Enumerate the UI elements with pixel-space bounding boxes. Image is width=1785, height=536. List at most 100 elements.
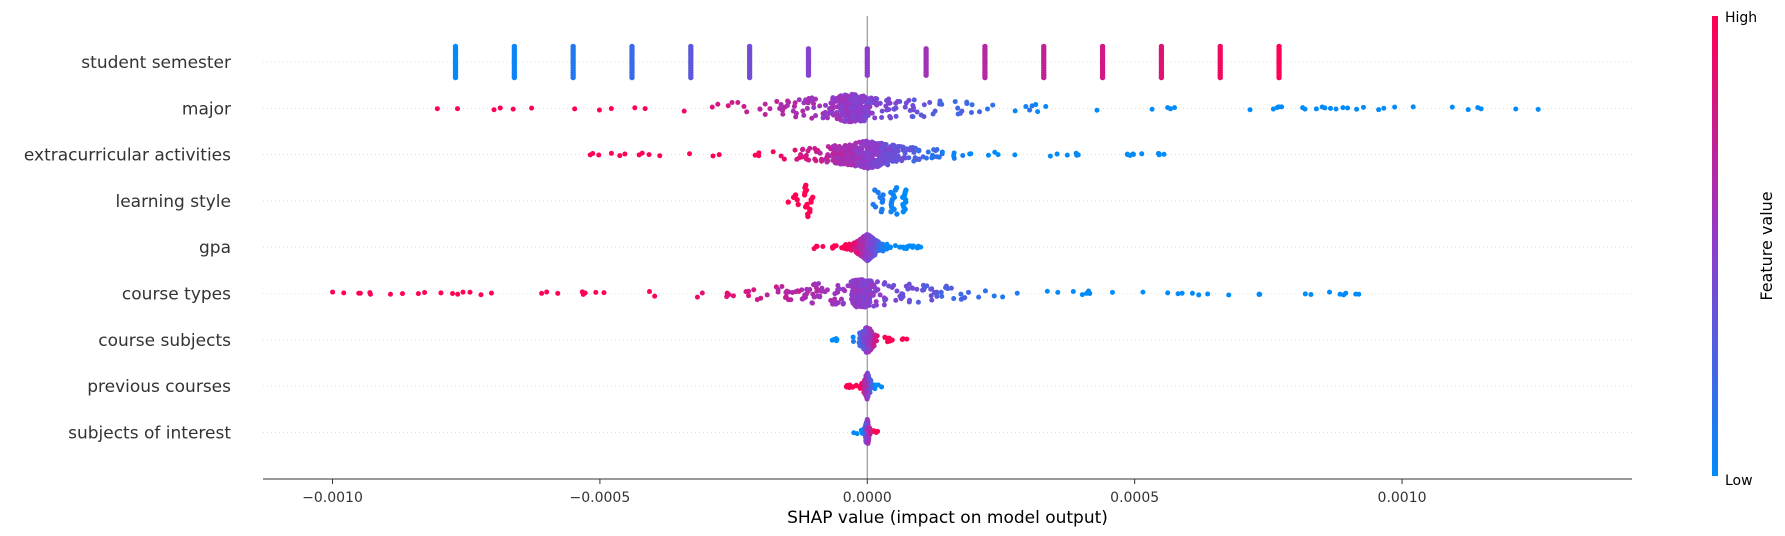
x-tick-label: 0.0010 (1378, 490, 1427, 506)
shap-point (1099, 74, 1106, 81)
shap-point (932, 108, 938, 114)
shap-point (929, 297, 935, 303)
shap-point (1308, 291, 1314, 297)
shap-point (939, 293, 945, 299)
shap-point (555, 290, 561, 296)
shap-point (938, 289, 944, 295)
shap-point (883, 103, 889, 109)
shap-point (934, 146, 940, 152)
feature-label: gpa (199, 238, 231, 258)
shap-point (803, 156, 809, 162)
feature-label: extracurricular activities (24, 146, 231, 166)
shap-point (914, 109, 920, 115)
shap-point (887, 100, 893, 106)
shap-point (781, 156, 787, 162)
shap-point (831, 244, 837, 250)
shap-point (871, 336, 877, 342)
shap-point (800, 146, 806, 152)
shap-point (962, 295, 968, 301)
shap-point (652, 293, 658, 299)
shap-point (1070, 289, 1076, 295)
shap-point (880, 246, 886, 252)
shap-point (894, 288, 900, 294)
shap-point (860, 151, 866, 157)
shap-point (858, 97, 864, 103)
shap-point (820, 115, 826, 121)
shap-point (764, 292, 770, 298)
shap-point (881, 302, 887, 308)
shap-point (801, 192, 808, 198)
shap-point (841, 112, 847, 118)
shap-point (460, 289, 466, 295)
shap-point (1179, 290, 1185, 296)
shap-point (778, 153, 784, 159)
shap-point (911, 97, 917, 103)
shap-point (897, 244, 903, 250)
shap-point (857, 279, 863, 285)
shap-point (793, 114, 799, 120)
shap-point (1465, 107, 1471, 113)
shap-point (758, 295, 764, 301)
shap-point (849, 145, 855, 151)
shap-point (864, 258, 870, 264)
shap-point (746, 293, 752, 299)
shap-point (870, 341, 876, 347)
shap-point (863, 282, 869, 288)
shap-point (836, 286, 842, 292)
shap-point (860, 384, 866, 390)
shap-point (762, 112, 768, 118)
shap-point (861, 335, 867, 341)
shap-point (906, 299, 912, 305)
shap-point (810, 291, 816, 297)
shap-point (872, 285, 878, 291)
shap-point (729, 100, 735, 106)
shap-point (452, 74, 459, 81)
shap-point (820, 244, 826, 250)
shap-point (854, 250, 860, 256)
shap-point (910, 114, 916, 120)
shap-point (752, 152, 758, 158)
shap-point (869, 148, 875, 154)
shap-point (1130, 151, 1136, 157)
shap-point (857, 103, 863, 109)
shap-point (1360, 104, 1366, 110)
shap-point (857, 238, 863, 244)
shap-point (1047, 153, 1053, 159)
shap-point (596, 152, 602, 158)
shap-point (859, 331, 865, 337)
shap-point (422, 289, 428, 295)
shap-point (785, 289, 791, 295)
shap-point (757, 106, 763, 112)
shap-point (870, 292, 876, 298)
shap-point (848, 119, 854, 125)
shap-point (570, 74, 576, 81)
shap-point (864, 139, 870, 145)
shap-point (867, 278, 873, 284)
shap-point (746, 288, 752, 294)
shap-point (798, 152, 804, 158)
shap-point (864, 341, 870, 347)
shap-point (1274, 105, 1280, 111)
shap-point (966, 289, 972, 295)
shap-point (863, 105, 869, 111)
shap-point (1449, 104, 1455, 110)
shap-point (888, 244, 894, 250)
shap-point (813, 285, 819, 291)
shap-point (838, 147, 844, 153)
shap-point (968, 151, 974, 157)
feature-label: major (182, 99, 231, 119)
shap-point (1513, 106, 1519, 112)
shap-point (870, 141, 876, 147)
shap-point (744, 109, 750, 115)
shap-point (923, 72, 929, 78)
shap-point (1196, 292, 1202, 298)
shap-point (735, 100, 741, 106)
shap-point (990, 102, 996, 108)
shap-point (1000, 294, 1006, 300)
shap-point (1064, 152, 1070, 158)
shap-point (805, 72, 812, 78)
shap-point (878, 241, 884, 247)
shap-point (1302, 106, 1308, 112)
shap-point (867, 252, 873, 258)
shap-point (891, 106, 897, 112)
